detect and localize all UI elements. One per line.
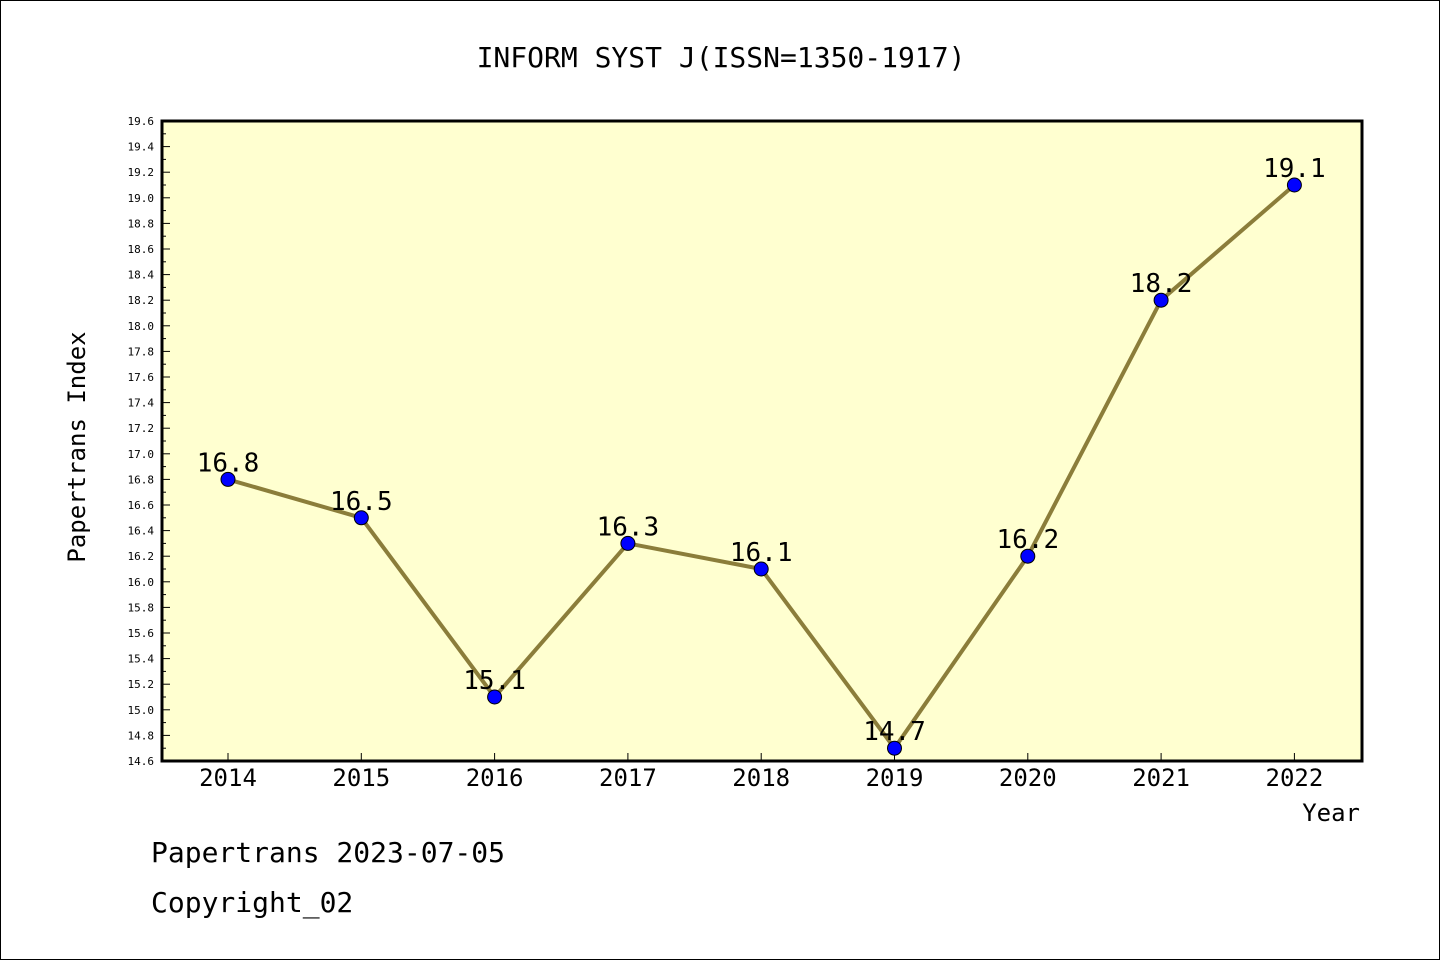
data-point — [1286, 177, 1302, 193]
x-tick-label: 2016 — [466, 764, 524, 792]
y-tick-label: 17.8 — [128, 345, 155, 358]
y-tick-label: 15.8 — [128, 601, 155, 614]
y-tick-label: 14.8 — [128, 729, 155, 742]
y-tick-label: 14.6 — [128, 755, 155, 768]
y-tick-label: 16.0 — [128, 576, 155, 589]
series-line: 16.8 16.5 15.1 16.3 16.1 14.7 16.2 18.2 19.1 — [197, 154, 1326, 756]
y-tick-label: 17.6 — [128, 371, 155, 384]
y-tick-label: 16.4 — [128, 525, 155, 538]
y-tick-label: 16.8 — [128, 473, 155, 486]
data-point — [220, 471, 236, 487]
data-label: 16.3 — [597, 512, 660, 542]
x-tick-label: 2019 — [866, 764, 924, 792]
y-tick-label: 15.2 — [128, 678, 155, 691]
y-tick-label: 19.6 — [128, 115, 155, 128]
data-label: 16.8 — [197, 448, 260, 478]
x-tick-label: 2021 — [1132, 764, 1190, 792]
x-tick-label: 2014 — [199, 764, 257, 792]
y-tick-label: 18.8 — [128, 217, 155, 230]
x-tick-label: 2022 — [1266, 764, 1324, 792]
data-point — [753, 561, 769, 577]
x-tick-label: 2017 — [599, 764, 657, 792]
data-label: 15.1 — [463, 666, 526, 696]
y-tick-label: 16.2 — [128, 550, 155, 563]
chart-title: INFORM SYST J(ISSN=1350-1917) — [477, 41, 966, 74]
data-label: 16.5 — [330, 487, 393, 517]
data-label: 19.1 — [1263, 154, 1326, 184]
y-tick-label: 15.6 — [128, 627, 155, 640]
data-point — [887, 740, 902, 756]
y-tick-label: 18.0 — [128, 320, 155, 333]
data-label: 16.1 — [730, 538, 793, 568]
y-tick-label: 19.0 — [128, 192, 155, 205]
y-axis: 14.6 14.8 15.0 15.2 15.4 15.6 15.8 16.0 16.2 16.4… — [128, 115, 170, 768]
data-point — [1153, 292, 1169, 308]
y-tick-label: 19.2 — [128, 166, 155, 179]
data-label: 16.2 — [996, 525, 1059, 555]
y-tick-label: 17.0 — [128, 448, 155, 461]
x-axis-label: Year — [1302, 799, 1360, 827]
data-point — [620, 535, 636, 551]
data-point — [353, 510, 369, 526]
y-tick-label: 18.6 — [128, 243, 155, 256]
footer-date: Papertrans 2023-07-05 — [151, 836, 506, 869]
y-tick-label: 16.6 — [128, 499, 155, 512]
y-tick-label: 18.2 — [128, 294, 155, 307]
x-tick-label: 2020 — [999, 764, 1057, 792]
y-axis-label: Papertrans Index — [63, 331, 91, 562]
data-label: 18.2 — [1130, 269, 1193, 299]
y-tick-label: 17.4 — [128, 397, 155, 410]
footer-copyright: Copyright_02 — [151, 886, 354, 919]
data-label: 14.7 — [863, 717, 926, 747]
y-tick-label: 15.0 — [128, 704, 155, 717]
y-tick-label: 15.4 — [128, 653, 155, 666]
y-tick-label: 18.4 — [128, 269, 155, 282]
data-point — [487, 689, 503, 705]
plot-area — [160, 119, 1364, 763]
x-tick-label: 2018 — [732, 764, 790, 792]
data-point — [1020, 548, 1036, 564]
y-tick-label: 19.4 — [128, 141, 155, 154]
y-tick-label: 17.2 — [128, 422, 155, 435]
x-tick-label: 2015 — [332, 764, 390, 792]
x-axis: 2014 2015 2016 2017 2018 2019 2020 2021 2022 — [199, 753, 1323, 792]
